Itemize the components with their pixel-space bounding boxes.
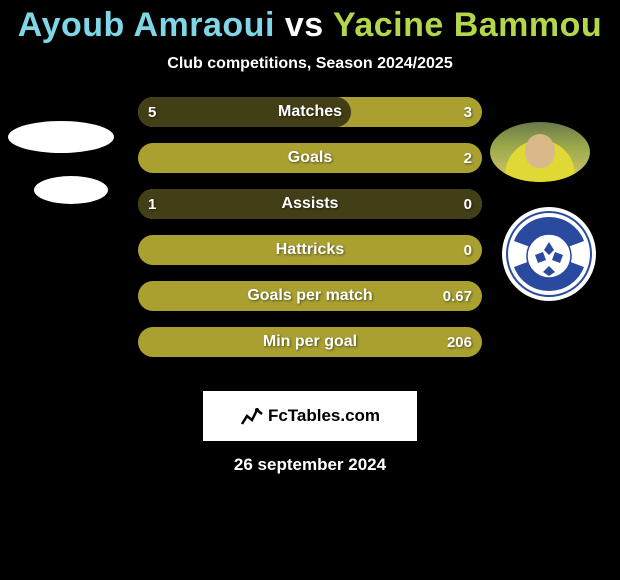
bar-row: Hattricks0 [138, 235, 482, 265]
player2-photo-head [525, 134, 555, 168]
bar-value-right: 206 [447, 327, 472, 357]
brand-text: FcTables.com [268, 406, 380, 426]
vs-text: vs [285, 6, 324, 44]
club-badge-text: USLD [535, 221, 562, 232]
bar-row: Min per goal206 [138, 327, 482, 357]
bar-label: Matches [138, 97, 482, 127]
bar-label: Goals [138, 143, 482, 173]
bar-row: Goals per match0.67 [138, 281, 482, 311]
bar-label: Min per goal [138, 327, 482, 357]
brand-box: FcTables.com [203, 391, 417, 441]
player1-club-placeholder [34, 176, 108, 204]
bar-row: Goals2 [138, 143, 482, 173]
player1-photo-placeholder [8, 121, 114, 153]
player2-name: Yacine Bammou [333, 6, 602, 44]
bars-container: 5Matches3Goals21Assists0Hattricks0Goals … [138, 97, 482, 373]
player1-name: Ayoub Amraoui [18, 6, 275, 44]
bar-value-right: 0 [464, 189, 472, 219]
bar-row: 5Matches3 [138, 97, 482, 127]
bar-value-right: 2 [464, 143, 472, 173]
bar-label: Hattricks [138, 235, 482, 265]
bar-label: Goals per match [138, 281, 482, 311]
bar-label: Assists [138, 189, 482, 219]
date-text: 26 september 2024 [0, 455, 620, 475]
bar-row: 1Assists0 [138, 189, 482, 219]
bar-value-right: 3 [464, 97, 472, 127]
comparison-chart: USLD 5Matches3Goals21Assists0Hattricks0G… [0, 97, 620, 377]
player2-club-badge: USLD [502, 207, 596, 301]
club-badge-icon: USLD [506, 211, 592, 297]
bar-value-right: 0.67 [443, 281, 472, 311]
bar-value-right: 0 [464, 235, 472, 265]
chart-icon [240, 404, 264, 428]
player2-photo [490, 122, 590, 182]
subtitle: Club competitions, Season 2024/2025 [0, 55, 620, 73]
page-title: Ayoub Amraoui vs Yacine Bammou [0, 0, 620, 45]
